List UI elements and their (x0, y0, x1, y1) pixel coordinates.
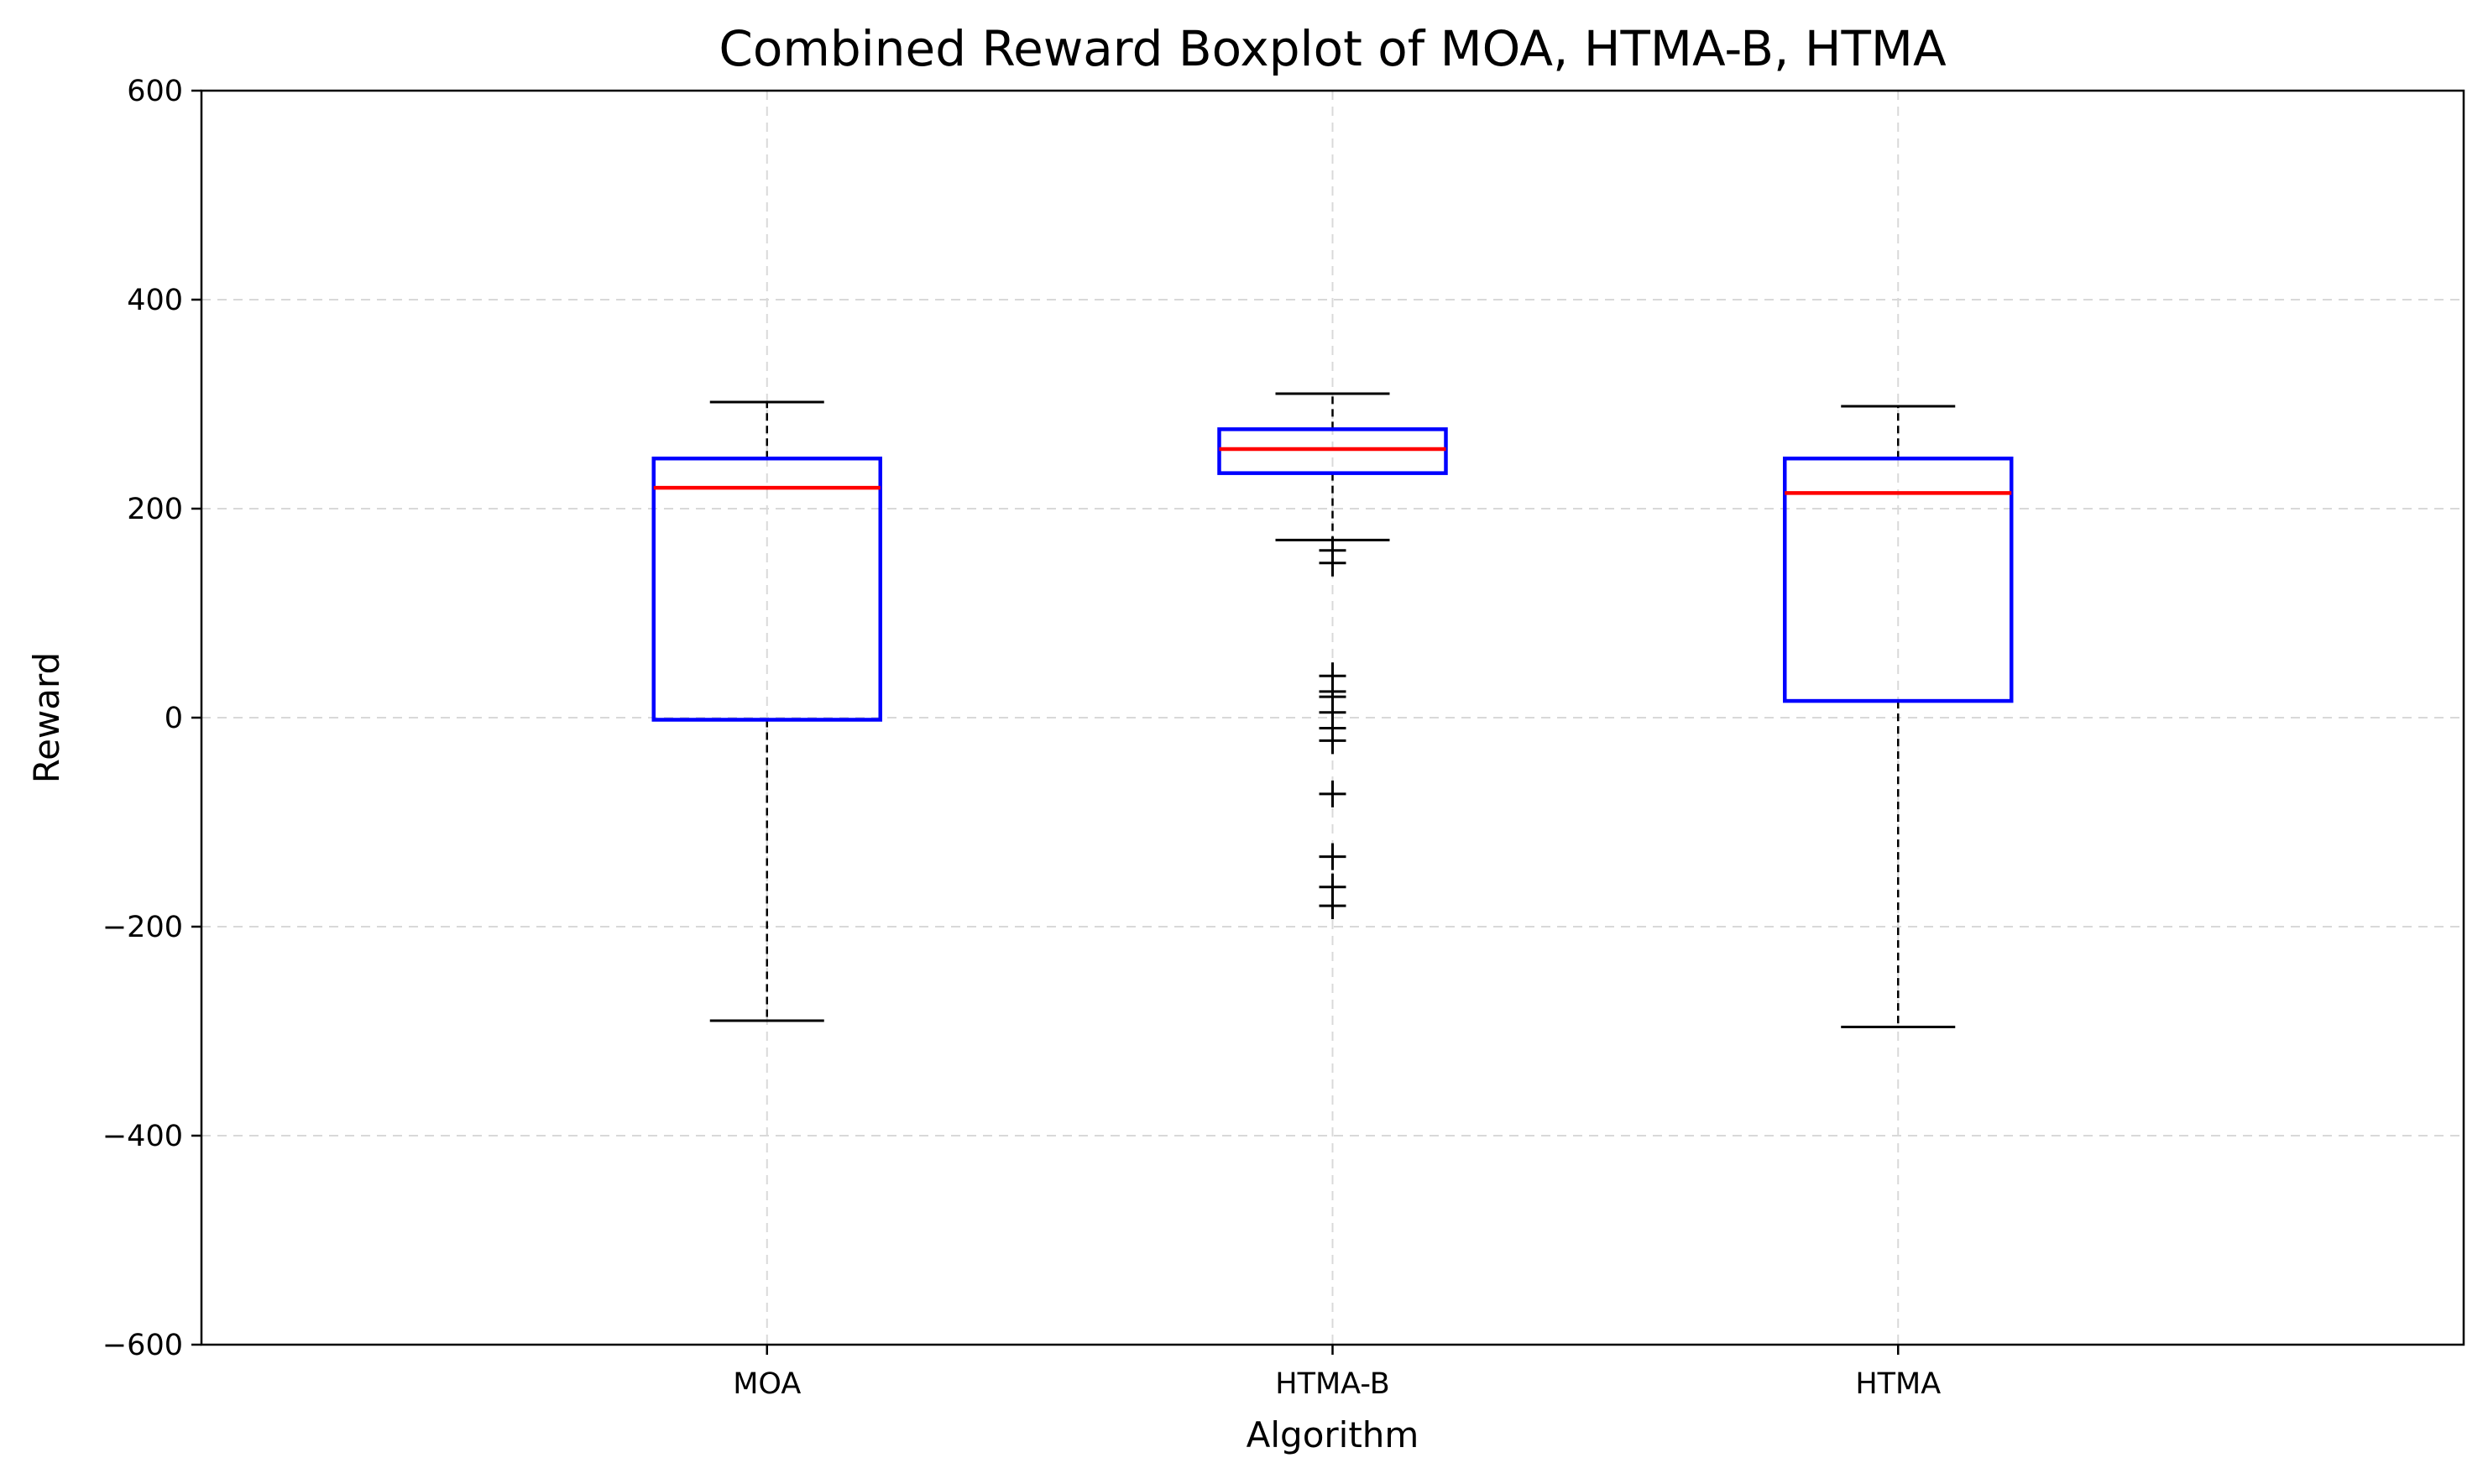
y-tick-label: −600 (102, 1329, 183, 1362)
x-tick-label: MOA (733, 1367, 801, 1401)
iqr-box (1217, 427, 1448, 475)
y-tick-label: 0 (165, 702, 183, 735)
y-tick-label: 200 (127, 493, 183, 526)
y-tick-label: −400 (102, 1120, 183, 1153)
axis-layer: −600 −400 −200 0 200 400 600 MOA HTMA-B HTMA (102, 75, 1941, 1401)
outlier-marker (1319, 727, 1346, 755)
x-axis-label: Algorithm (1247, 1414, 1419, 1455)
outlier-marker (1319, 892, 1346, 920)
outlier-marker (1319, 843, 1346, 870)
box-group-htma-b (1217, 392, 1448, 920)
outlier-marker (1319, 780, 1346, 807)
y-tick-label: −200 (102, 911, 183, 944)
box-group-htma (1783, 405, 2014, 1029)
outlier-marker (1319, 549, 1346, 577)
iqr-box (651, 456, 882, 722)
y-tick-label: 600 (127, 75, 183, 108)
chart-title: Combined Reward Boxplot of MOA, HTMA-B, … (719, 20, 1947, 77)
x-tick-label: HTMA (1855, 1367, 1941, 1401)
plot-layer (651, 392, 2014, 1029)
x-tick-label: HTMA-B (1275, 1367, 1389, 1401)
box-group-moa (651, 400, 882, 1022)
y-axis-label: Reward (26, 652, 67, 783)
y-tick-label: 400 (127, 284, 183, 317)
iqr-box (1783, 456, 2014, 703)
